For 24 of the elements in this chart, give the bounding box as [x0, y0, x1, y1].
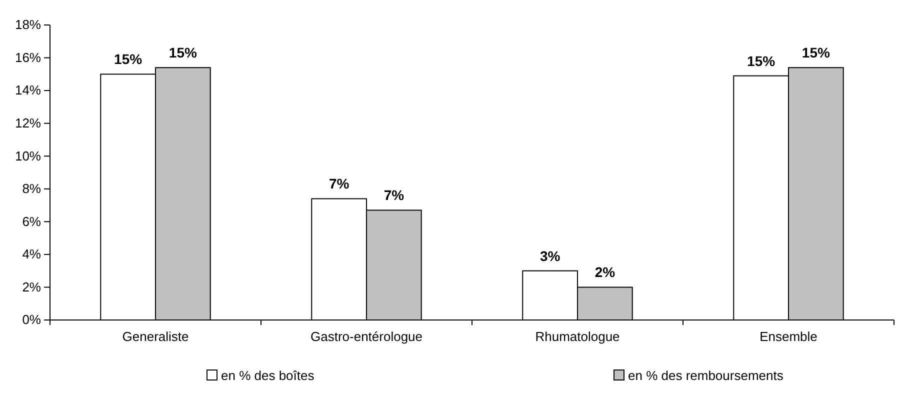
data-label: 7%	[384, 187, 405, 204]
y-tick-label: 14%	[14, 82, 42, 98]
y-tick-label: 8%	[22, 181, 42, 196]
data-label: 3%	[540, 248, 561, 264]
y-tick-label: 4%	[22, 246, 42, 262]
y-tick-label: 6%	[22, 214, 42, 229]
data-label: 2%	[594, 264, 616, 280]
data-label: 15%	[802, 44, 830, 61]
y-tick-label: 10%	[14, 148, 42, 164]
data-label: 15%	[747, 52, 776, 69]
x-tick-label: Rhumatologue	[535, 329, 620, 344]
legend-label: en % des boîtes	[221, 368, 315, 383]
y-tick-label: 16%	[14, 50, 42, 65]
x-tick-label: Ensemble	[760, 329, 818, 344]
x-tick-label: Generaliste	[122, 329, 189, 344]
legend-label: en % des remboursements	[628, 368, 784, 383]
y-tick-label: 18%	[14, 17, 42, 32]
y-tick-label: 2%	[22, 279, 42, 294]
data-label: 15%	[168, 44, 198, 61]
y-tick-label: 12%	[14, 115, 42, 130]
y-tick-label: 0%	[22, 312, 42, 328]
data-label: 15%	[114, 51, 143, 68]
x-tick-label: Gastro-entérologue	[310, 329, 423, 344]
data-label: 7%	[328, 176, 350, 192]
